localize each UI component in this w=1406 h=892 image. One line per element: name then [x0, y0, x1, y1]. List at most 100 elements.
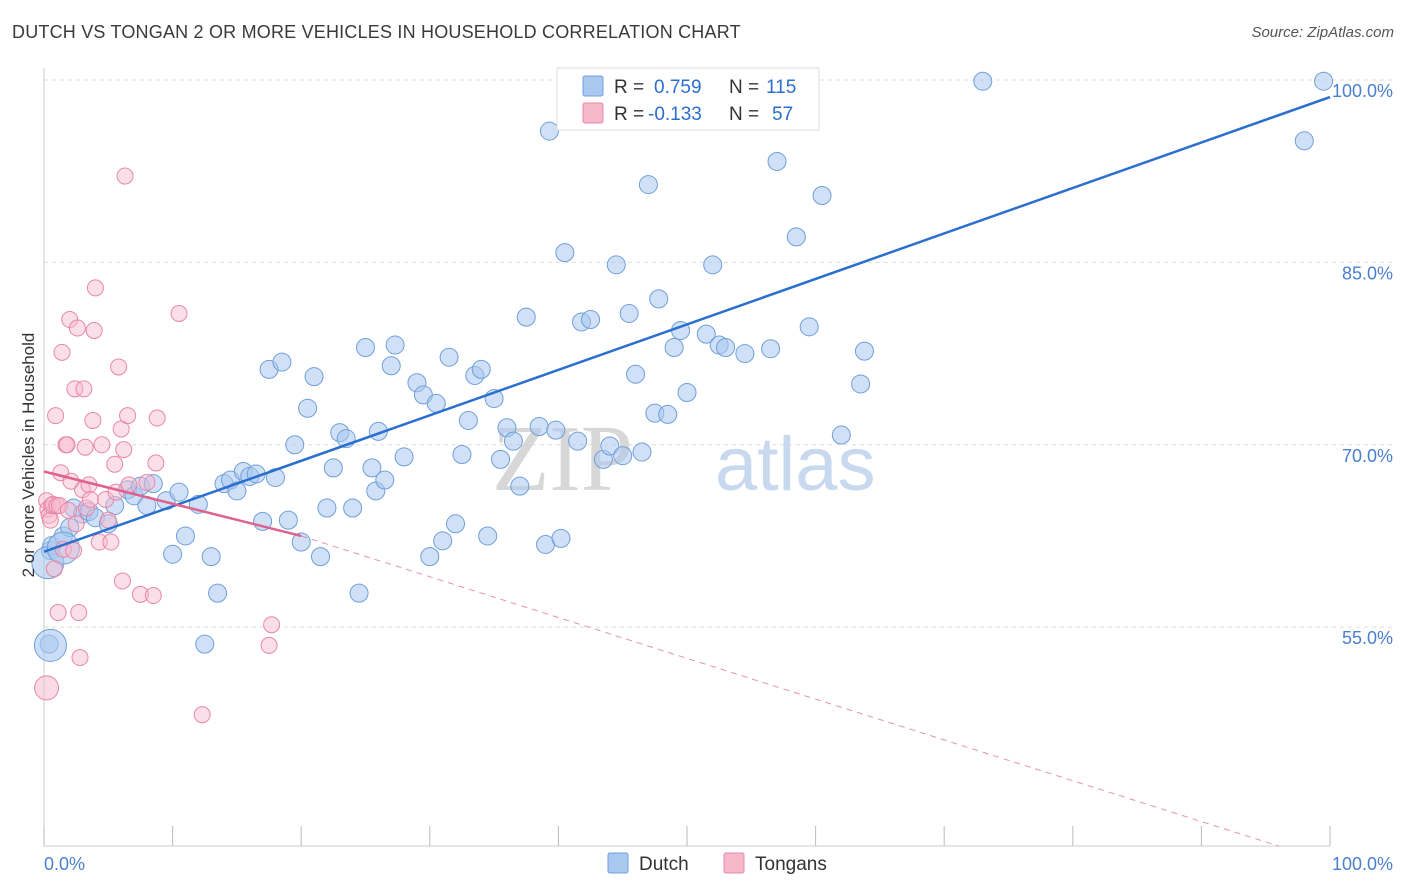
tongan-point [65, 542, 83, 560]
dutch-point [356, 337, 375, 357]
legend-r-label-tongans: R = [614, 104, 644, 125]
dutch-point [1314, 71, 1334, 91]
bottom-legend-swatch-dutch [607, 852, 629, 874]
dutch-point [568, 431, 588, 451]
dutch-point [799, 317, 819, 337]
tongan-point [49, 604, 67, 622]
tongan-point [138, 473, 156, 491]
tongan-point [148, 409, 166, 427]
tongan-point [106, 455, 124, 473]
dutch-point [851, 374, 871, 394]
dutch-point [349, 583, 369, 603]
watermark: ZIP atlas [492, 407, 876, 511]
y-tick-label: 85.0% [1342, 263, 1393, 283]
tongan-point [47, 407, 65, 425]
dutch-point-large [33, 628, 67, 662]
tongan-point [68, 319, 86, 337]
dutch-point [696, 324, 716, 344]
dutch-point [381, 356, 401, 376]
dutch-point [555, 243, 575, 263]
tongan-trend-extension [301, 535, 1279, 847]
tongan-point [67, 515, 85, 533]
dutch-point [716, 337, 736, 357]
dutch-point [304, 367, 324, 387]
y-tick-label: 100.0% [1332, 81, 1393, 101]
dutch-point [539, 121, 559, 141]
dutch-point [478, 526, 498, 546]
dutch-point [446, 514, 466, 534]
tongan-points [34, 167, 281, 724]
dutch-point [433, 531, 453, 551]
dutch-point [632, 442, 652, 462]
dutch-point [491, 449, 511, 469]
dutch-point [973, 71, 993, 91]
legend-r-value-tongans: -0.133 [648, 104, 702, 125]
dutch-point [581, 310, 601, 330]
dutch-point [362, 458, 382, 478]
tongan-point [81, 490, 99, 508]
dutch-point [658, 404, 678, 424]
tongan-point [45, 560, 63, 578]
dutch-point [298, 398, 318, 418]
tongan-point [71, 649, 89, 667]
tongan-point [58, 436, 76, 454]
axes [43, 68, 1331, 847]
dutch-point [529, 417, 549, 437]
tongan-point [85, 321, 103, 339]
dutch-point [551, 528, 571, 548]
dutch-point [761, 339, 781, 359]
stats-legend: R = 0.759 N = 115 R = -0.133 N = 57 [556, 67, 820, 131]
tongan-point [147, 454, 165, 472]
legend-n-label-tongans: N = [729, 104, 759, 125]
dutch-point [626, 364, 646, 384]
tongan-point [102, 533, 120, 551]
tongan-point [260, 636, 278, 654]
dutch-point [516, 307, 536, 327]
bottom-legend-swatch-tongans [723, 852, 745, 874]
y-tick-label: 70.0% [1342, 446, 1393, 466]
dutch-point [854, 341, 874, 361]
tongan-point [263, 616, 281, 634]
x-tick-label-max: 100.0% [1332, 854, 1393, 874]
dutch-point [503, 431, 523, 451]
dutch-point [649, 289, 669, 309]
tongan-point [93, 436, 111, 454]
tongan-point [41, 511, 59, 529]
dutch-point [638, 175, 658, 195]
dutch-points [31, 71, 1334, 662]
dutch-point [310, 547, 330, 567]
dutch-point [600, 436, 620, 456]
dutch-point [343, 498, 363, 518]
tongan-point [66, 380, 84, 398]
tongan-point [110, 358, 128, 376]
tongan-point [59, 501, 77, 519]
legend-n-value-dutch: 115 [766, 77, 796, 98]
dutch-point [285, 435, 305, 455]
tongan-point [193, 706, 211, 724]
tongan-point [77, 499, 95, 517]
dutch-point [458, 410, 478, 430]
dutch-point [439, 347, 459, 367]
dutch-point [201, 547, 221, 567]
dutch-point [546, 420, 566, 440]
dutch-point [510, 476, 530, 496]
dutch-point [606, 255, 626, 275]
bottom-legend-label-tongans: Tongans [755, 854, 827, 875]
dutch-point [471, 359, 491, 379]
dutch-point [735, 344, 755, 364]
legend-r-label-dutch: R = [614, 77, 644, 98]
tongan-point [70, 604, 88, 622]
tongan-trend-line [43, 470, 302, 538]
legend-n-value-tongans: 57 [772, 104, 793, 125]
chart-source: Source: ZipAtlas.com [1251, 24, 1394, 41]
x-tick-label-min: 0.0% [44, 854, 85, 874]
dutch-point [786, 227, 806, 247]
tongan-point [53, 343, 71, 361]
legend-swatch-tongans [582, 102, 604, 124]
dutch-point [375, 470, 395, 490]
series-legend: Dutch Tongans [607, 852, 827, 875]
dutch-point [812, 186, 832, 206]
dutch-point [831, 425, 851, 445]
dutch-point [677, 382, 697, 402]
